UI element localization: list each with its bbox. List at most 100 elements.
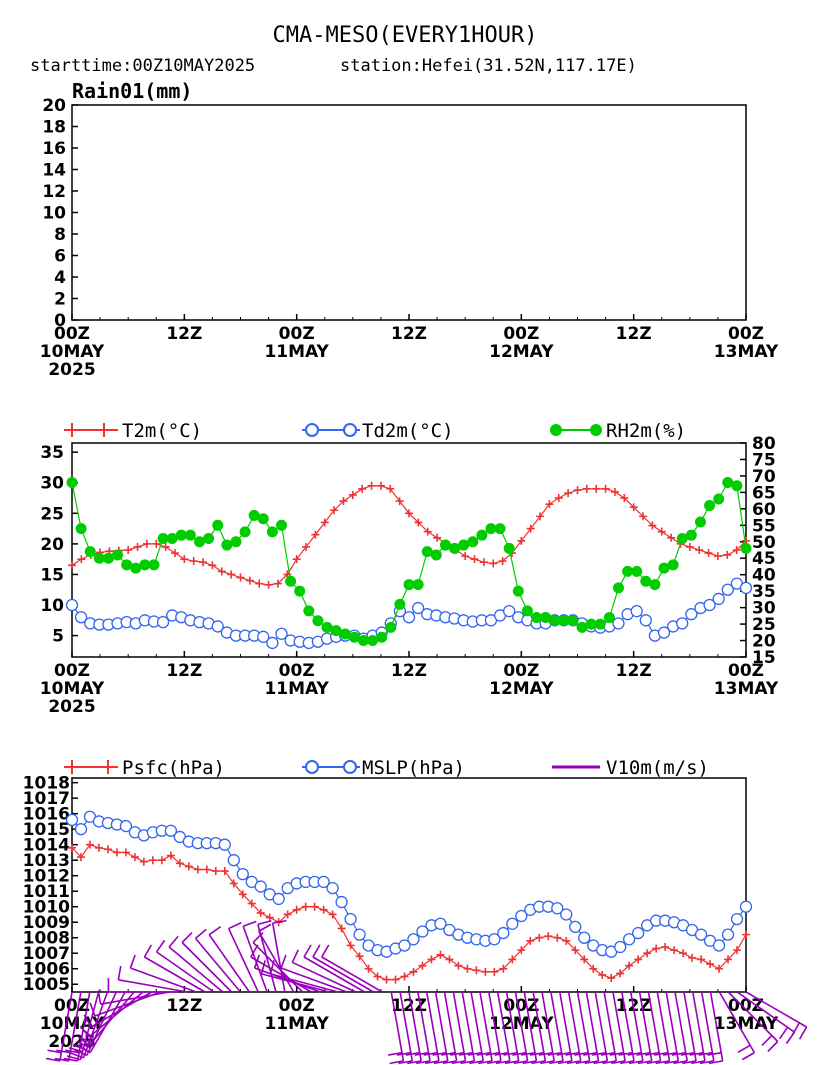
wind-barb-shaft — [470, 991, 485, 1062]
wind-barb-flag — [208, 925, 222, 936]
wind-barb — [79, 991, 144, 1038]
data-point — [328, 910, 337, 919]
data-point — [272, 892, 285, 906]
wind-barb — [529, 991, 547, 1065]
wind-barb-flag — [143, 944, 153, 958]
data-point — [421, 546, 433, 558]
wind-barb — [707, 991, 724, 1065]
data-point — [208, 561, 217, 570]
wind-barb-flag — [529, 1051, 544, 1056]
data-point — [553, 933, 562, 942]
data-point — [634, 955, 643, 964]
y-tick-label: 20 — [40, 535, 64, 555]
y-tick-label: 1007 — [23, 944, 70, 964]
data-point — [631, 565, 643, 577]
wind-barb-shaft — [638, 991, 653, 1062]
data-point — [344, 912, 357, 926]
y2-tick-label: 55 — [752, 516, 776, 536]
wind-barb-shaft — [603, 991, 618, 1062]
x-tick-label: 00Z — [503, 324, 539, 344]
x-tick-label: 00Z — [279, 324, 315, 344]
y-tick-label: 1017 — [23, 789, 70, 809]
data-point — [506, 917, 519, 930]
x-tick-label: 00Z — [279, 661, 315, 681]
wind-barb — [494, 991, 511, 1065]
wind-barb-flag — [654, 1051, 669, 1056]
wind-barb-flag — [77, 1044, 91, 1054]
data-point — [65, 598, 79, 612]
data-point — [175, 529, 187, 541]
wind-barb-shaft — [532, 991, 547, 1062]
wind-barb-flag — [257, 919, 272, 926]
wind-barb-shaft — [321, 956, 383, 993]
data-point — [639, 614, 652, 627]
legend-v10m-label: V10m(m/s) — [606, 757, 709, 779]
x-tick-label: 11MAY — [264, 679, 329, 699]
data-point — [667, 533, 676, 542]
data-point — [301, 902, 310, 911]
data-point — [221, 539, 233, 551]
data-point — [68, 843, 76, 852]
wind-barb-shaft — [496, 991, 511, 1062]
data-point — [161, 542, 170, 551]
wind-barb-flag — [407, 1060, 422, 1065]
data-point — [706, 960, 715, 969]
wind-barb-flag — [89, 1002, 96, 1017]
wind-barb-flag — [79, 1025, 90, 1038]
wind-barb — [745, 991, 808, 1040]
wind-barb-flag — [767, 1040, 779, 1052]
wind-barb — [321, 944, 383, 993]
data-point — [292, 905, 301, 914]
data-point — [676, 532, 688, 544]
wind-barb-flag — [645, 1051, 660, 1056]
data-point — [476, 529, 488, 541]
y-tick-label: 25 — [40, 504, 64, 524]
y-tick-label: 30 — [40, 474, 64, 494]
wind-barb — [671, 991, 688, 1065]
data-point — [712, 939, 726, 952]
wind-barb-shaft — [156, 951, 215, 993]
wind-barb-flag — [592, 1051, 607, 1056]
data-point — [266, 526, 278, 538]
data-point — [630, 604, 643, 618]
y-tick-label: 1015 — [23, 820, 70, 840]
legend-psfc: Psfc(hPa) — [64, 757, 225, 779]
wind-barb-flag — [531, 1060, 546, 1065]
wind-barb-flag — [646, 1060, 661, 1065]
data-point — [348, 490, 357, 499]
wind-barb-flag — [664, 1060, 679, 1065]
wind-barb — [269, 960, 339, 993]
chart-starttime: starttime:00Z10MAY2025 — [30, 56, 255, 76]
wind-barb-shaft — [541, 991, 555, 1062]
wind-barb-flag — [698, 1051, 713, 1056]
wind-barb — [45, 991, 73, 1062]
data-point — [592, 484, 601, 493]
wind-barb-shaft — [514, 991, 529, 1062]
data-point — [77, 555, 86, 564]
data-point — [585, 618, 597, 630]
data-point — [508, 955, 517, 964]
wind-barb-flag — [83, 1014, 92, 1028]
data-point — [402, 611, 416, 624]
wind-barb-flag — [627, 1051, 642, 1056]
legend-mslp: MSLP(hPa) — [302, 757, 465, 779]
y-tick-label: 15 — [40, 565, 64, 585]
wind-barb-flag — [637, 1060, 652, 1065]
wind-barb-flag — [414, 1051, 429, 1056]
x-tick-label: 12Z — [166, 324, 202, 344]
wind-barb-flag — [168, 935, 179, 948]
x-tick-label: 00Z — [503, 661, 539, 681]
wind-barb-flag — [557, 1060, 573, 1065]
wind-barb-shaft — [656, 991, 671, 1062]
x-tick-label: 2025 — [48, 360, 95, 380]
y-tick-label: 1013 — [23, 851, 70, 871]
wind-barb-flag — [584, 1060, 599, 1065]
wind-barb — [54, 991, 82, 1062]
data-point — [337, 924, 346, 933]
wind-barb — [117, 965, 188, 993]
data-point — [112, 549, 124, 561]
wind-barb-flag — [97, 990, 102, 1005]
data-point — [376, 481, 385, 490]
wind-barb — [396, 991, 414, 1065]
data-point — [112, 848, 121, 857]
